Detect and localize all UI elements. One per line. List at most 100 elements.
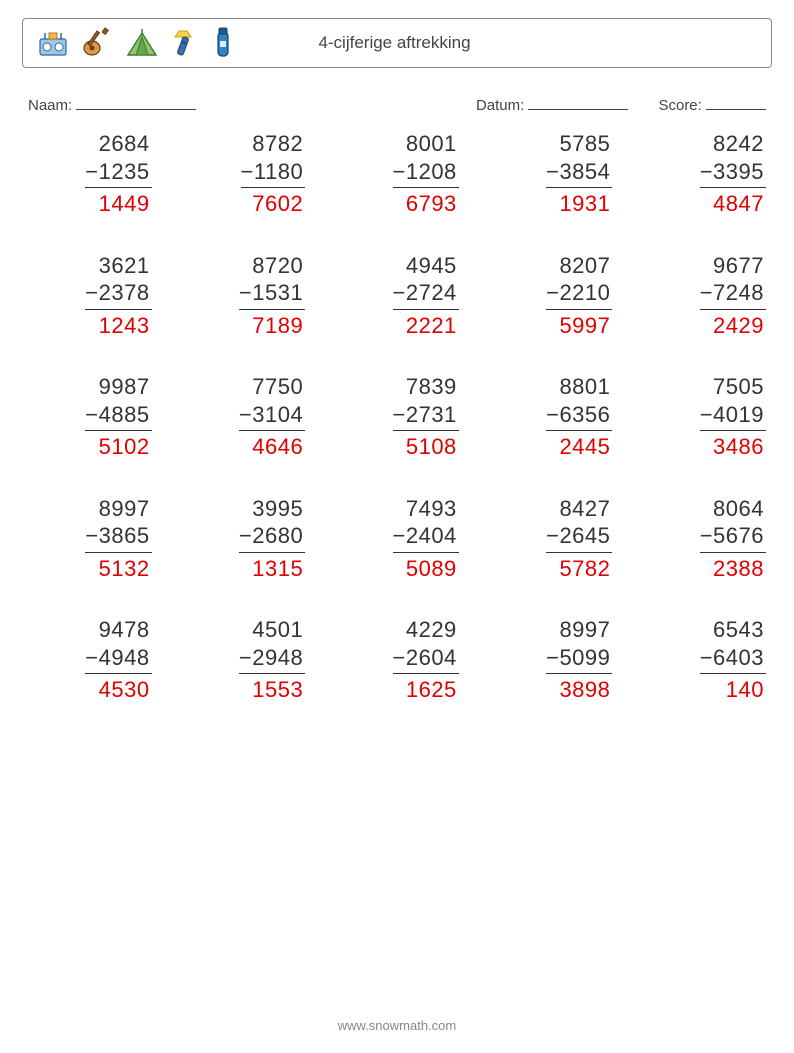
subtrahend: −5099	[546, 644, 612, 675]
answer: 7602	[252, 188, 305, 218]
subtraction-problem: 9677−72482429	[642, 252, 766, 340]
minuend: 8242	[713, 130, 766, 158]
score-label: Score:	[658, 97, 701, 114]
minuend: 8064	[713, 495, 766, 523]
minuend: 4501	[252, 616, 305, 644]
subtraction-problem: 4945−27242221	[335, 252, 459, 340]
answer: 140	[726, 674, 766, 704]
answer: 1243	[99, 310, 152, 340]
score-field: Score:	[658, 94, 766, 114]
answer: 5108	[406, 431, 459, 461]
worksheet-page: 4-cijferige aftrekking Naam: Datum: Scor…	[0, 0, 794, 1053]
subtrahend: −3104	[239, 401, 305, 432]
subtraction-problem: 8997−38655132	[28, 495, 152, 583]
minuend: 8782	[252, 130, 305, 158]
minuend: 7839	[406, 373, 459, 401]
name-label: Naam:	[28, 97, 72, 114]
subtrahend: −7248	[700, 279, 766, 310]
answer: 7189	[252, 310, 305, 340]
subtraction-problem: 9478−49484530	[28, 616, 152, 704]
answer: 5132	[99, 553, 152, 583]
subtraction-problem: 7839−27315108	[335, 373, 459, 461]
minuend: 7505	[713, 373, 766, 401]
subtrahend: −2645	[546, 522, 612, 553]
minuend: 9987	[99, 373, 152, 401]
subtrahend: −2948	[239, 644, 305, 675]
subtraction-problem: 2684−12351449	[28, 130, 152, 218]
minuend: 5785	[559, 130, 612, 158]
minuend: 3621	[99, 252, 152, 280]
subtrahend: −3854	[546, 158, 612, 189]
subtrahend: −2724	[393, 279, 459, 310]
answer: 2388	[713, 553, 766, 583]
subtraction-problem: 8242−33954847	[642, 130, 766, 218]
minuend: 8801	[559, 373, 612, 401]
answer: 2429	[713, 310, 766, 340]
subtraction-problem: 3995−26801315	[182, 495, 306, 583]
subtraction-problem: 5785−38541931	[489, 130, 613, 218]
answer: 3486	[713, 431, 766, 461]
subtrahend: −2404	[393, 522, 459, 553]
answer: 6793	[406, 188, 459, 218]
subtrahend: −2680	[239, 522, 305, 553]
subtraction-problem: 8001−12086793	[335, 130, 459, 218]
subtrahend: −4948	[85, 644, 151, 675]
subtraction-problem: 8207−22105997	[489, 252, 613, 340]
subtrahend: −6356	[546, 401, 612, 432]
subtraction-problem: 3621−23781243	[28, 252, 152, 340]
subtrahend: −1531	[239, 279, 305, 310]
subtrahend: −4885	[85, 401, 151, 432]
answer: 5089	[406, 553, 459, 583]
subtrahend: −4019	[700, 401, 766, 432]
subtraction-problem: 8427−26455782	[489, 495, 613, 583]
minuend: 9478	[99, 616, 152, 644]
date-label: Datum:	[476, 97, 524, 114]
answer: 4530	[99, 674, 152, 704]
subtrahend: −6403	[700, 644, 766, 675]
footer-url: www.snowmath.com	[0, 1018, 794, 1033]
date-blank[interactable]	[528, 94, 628, 110]
subtraction-problem: 8997−50993898	[489, 616, 613, 704]
score-blank[interactable]	[706, 94, 766, 110]
answer: 1449	[99, 188, 152, 218]
minuend: 8207	[559, 252, 612, 280]
problems-grid: 2684−12351449 8782−11807602 8001−12086793 5…	[28, 130, 766, 704]
subtraction-problem: 7505−40193486	[642, 373, 766, 461]
subtraction-problem: 9987−48855102	[28, 373, 152, 461]
minuend: 6543	[713, 616, 766, 644]
worksheet-title: 4-cijferige aftrekking	[33, 33, 756, 53]
subtraction-problem: 4229−26041625	[335, 616, 459, 704]
answer: 1931	[559, 188, 612, 218]
minuend: 7493	[406, 495, 459, 523]
answer: 1553	[252, 674, 305, 704]
answer: 4646	[252, 431, 305, 461]
minuend: 4945	[406, 252, 459, 280]
minuend: 4229	[406, 616, 459, 644]
subtrahend: −2210	[546, 279, 612, 310]
name-blank[interactable]	[76, 94, 196, 110]
minuend: 7750	[252, 373, 305, 401]
answer: 2221	[406, 310, 459, 340]
subtraction-problem: 4501−29481553	[182, 616, 306, 704]
subtraction-problem: 8782−11807602	[182, 130, 306, 218]
subtrahend: −1235	[85, 158, 151, 189]
subtrahend: −2604	[393, 644, 459, 675]
minuend: 8997	[99, 495, 152, 523]
subtraction-problem: 7750−31044646	[182, 373, 306, 461]
subtrahend: −3865	[85, 522, 151, 553]
meta-row: Naam: Datum: Score:	[28, 94, 766, 114]
subtraction-problem: 6543−6403140	[642, 616, 766, 704]
subtrahend: −5676	[700, 522, 766, 553]
answer: 1315	[252, 553, 305, 583]
answer: 5102	[99, 431, 152, 461]
date-field: Datum:	[476, 94, 629, 114]
answer: 5782	[559, 553, 612, 583]
subtraction-problem: 8720−15317189	[182, 252, 306, 340]
subtrahend: −3395	[700, 158, 766, 189]
subtrahend: −2378	[85, 279, 151, 310]
subtrahend: −1180	[241, 158, 306, 189]
subtrahend: −1208	[393, 158, 459, 189]
answer: 4847	[713, 188, 766, 218]
minuend: 8997	[559, 616, 612, 644]
answer: 1625	[406, 674, 459, 704]
